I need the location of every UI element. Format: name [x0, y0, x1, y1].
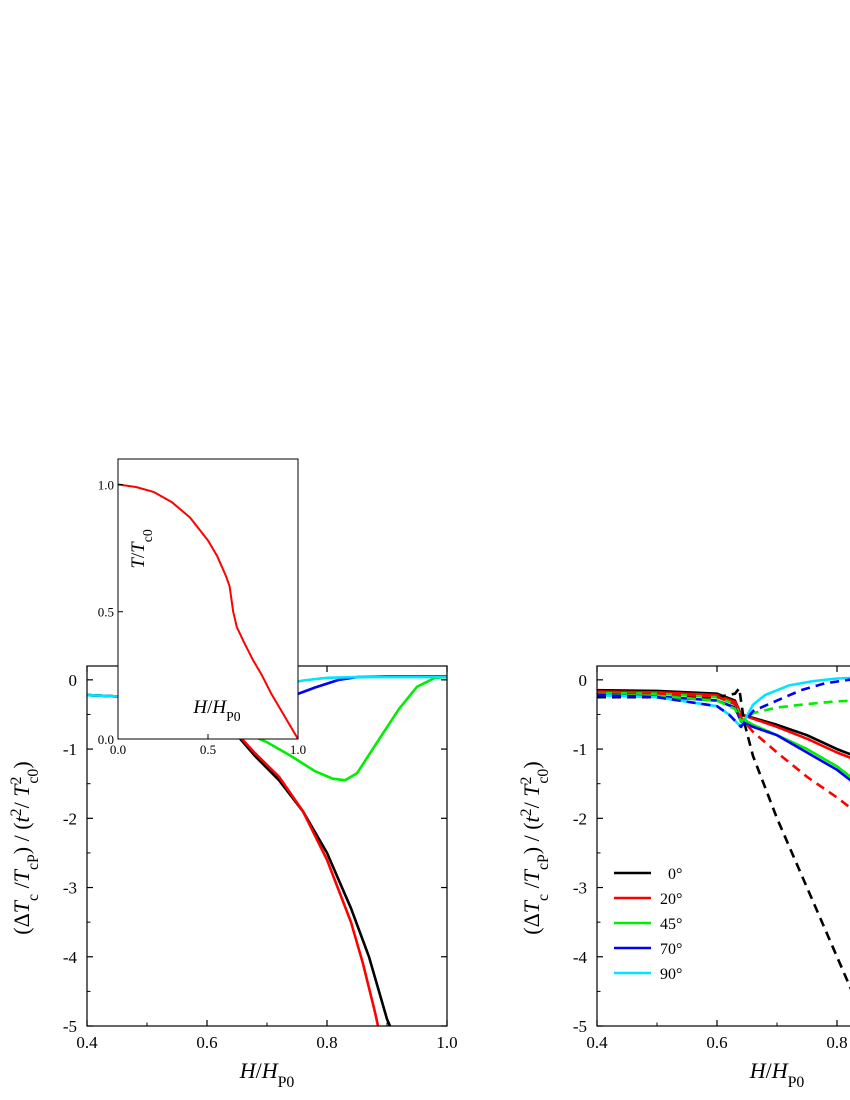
y-axis-label-s1: /	[9, 881, 34, 894]
legend-label: 20°	[660, 891, 682, 908]
y-axis-label-c3: c0	[535, 769, 552, 784]
y-tick-label: -5	[63, 1017, 77, 1036]
series-line-dashed-6	[597, 692, 850, 810]
x-axis-label-den: H	[261, 1058, 279, 1083]
y-axis-label-s1: /	[519, 881, 544, 894]
y-axis-label-s2: /	[9, 797, 34, 809]
x-axis-label: H/HP0	[239, 1058, 295, 1091]
series-line-solid-3	[597, 693, 850, 782]
y-axis-label-p1: (Δ	[9, 913, 34, 934]
y-tick-label: -4	[63, 948, 78, 967]
x-axis-label-slash: /	[256, 1058, 263, 1083]
inset-x-axis-label-slash: /	[207, 697, 213, 718]
inset-x-axis-label-den: H	[211, 697, 227, 718]
inset-background	[118, 459, 298, 739]
y-axis-label: (ΔTc /TcP) / (t2/ T2c0)	[518, 761, 552, 934]
y-axis-label-sq2: 2	[8, 777, 25, 785]
x-axis-label-sub: P0	[788, 1074, 805, 1091]
series-line-dashed-7	[597, 693, 850, 723]
y-axis-label-p3: )	[9, 761, 34, 768]
series-line-solid-1	[87, 693, 380, 1026]
inset-x-tick-label: 0.0	[110, 742, 126, 757]
inset-y-axis-label-sub: c0	[140, 529, 155, 542]
inset-x-tick-label: 0.5	[200, 742, 216, 757]
y-axis-label-t: t	[519, 815, 544, 822]
inset-y-axis-label-num: T	[128, 557, 149, 569]
x-tick-label: 1.0	[436, 1033, 457, 1052]
y-tick-label: -4	[573, 948, 588, 967]
legend-label: 90°	[660, 966, 682, 983]
y-tick-label: 0	[69, 671, 78, 690]
y-axis-label-c1: c	[25, 894, 42, 901]
inset-y-axis-label-slash: /	[128, 552, 149, 558]
legend: 0° 20° 45° 70° 90°	[614, 866, 682, 983]
series-line-dashed-8	[597, 678, 850, 729]
y-tick-label: -5	[573, 1017, 587, 1036]
y-tick-label: -3	[63, 879, 77, 898]
series-group	[597, 676, 850, 991]
y-axis-label-T2: T	[9, 868, 34, 882]
x-tick-label: 0.8	[316, 1033, 337, 1052]
y-axis-label-T3: T	[519, 783, 544, 797]
panel-right: 0.4 0.6 0.80-1-2-3-4-5H/HP0(ΔTc /TcP) / (t…	[518, 665, 850, 1091]
x-axis-label-den: H	[771, 1058, 789, 1083]
y-tick-label: -2	[63, 809, 77, 828]
legend-label: 0°	[668, 866, 682, 883]
inset-x-axis-label: H/HP0	[192, 697, 240, 724]
y-axis-label-T1: T	[9, 899, 34, 913]
y-axis-label-p2: ) / (	[519, 822, 544, 854]
y-axis-label-s2: /	[519, 797, 544, 809]
y-axis-label-sq1: 2	[8, 808, 25, 816]
panel-left: 0.4 0.6 0.8 1.00-1-2-3-4-5H/HP0(ΔTc /TcP) /…	[8, 458, 458, 1091]
inset-y-tick-label: 1.0	[98, 477, 114, 492]
x-axis-label-num: H	[749, 1058, 767, 1083]
y-axis-label-p3: )	[519, 761, 544, 768]
x-axis-label-slash: /	[766, 1058, 773, 1083]
y-axis-label-group: (ΔTc /TcP) / (t2/ T2c0)	[518, 761, 552, 934]
x-tick-label: 0.6	[706, 1033, 727, 1052]
y-axis-label-sq2: 2	[518, 777, 535, 785]
x-axis-label: H/HP0	[749, 1058, 805, 1091]
inset-y-axis-label: T/Tc0	[128, 529, 155, 569]
y-tick-label: -1	[573, 740, 587, 759]
y-axis-label: (ΔTc /TcP) / (t2/ T2c0)	[8, 761, 42, 934]
x-tick-label: 0.6	[196, 1033, 217, 1052]
y-axis-label-c2: cP	[25, 854, 42, 870]
y-axis-label-T3: T	[9, 783, 34, 797]
inset-y-tick-label: 0.5	[98, 605, 114, 620]
series-line-solid-0	[87, 693, 392, 1026]
inset-y-tick-label: 0.0	[98, 732, 114, 747]
legend-label: 70°	[660, 941, 682, 958]
inset-series-line	[117, 483, 299, 740]
y-axis-label-c2: cP	[535, 854, 552, 870]
y-axis-label-p1: (Δ	[519, 913, 544, 934]
series-line-dashed-5	[597, 686, 850, 991]
y-tick-label: -1	[63, 740, 77, 759]
y-axis-label-T2: T	[519, 868, 544, 882]
x-axis-label-num: H	[239, 1058, 257, 1083]
y-axis-label-t: t	[9, 815, 34, 822]
y-tick-label: -3	[573, 879, 587, 898]
y-axis-label-c3: c0	[25, 769, 42, 784]
y-tick-label: 0	[579, 671, 588, 690]
y-axis-label-p2: ) / (	[9, 822, 34, 854]
y-axis-label-sq1: 2	[518, 808, 535, 816]
inset-x-axis-label-sub: P0	[226, 709, 241, 724]
y-axis-label-T1: T	[519, 899, 544, 913]
legend-label: 45°	[660, 916, 682, 933]
inset-x-axis-label-num: H	[192, 697, 208, 718]
inset-x-tick-label: 1.0	[290, 742, 306, 757]
y-axis-label-group: (ΔTc /TcP) / (t2/ T2c0)	[8, 761, 42, 934]
y-axis-label-c1: c	[535, 894, 552, 901]
x-tick-label: 0.4	[586, 1033, 608, 1052]
x-tick-label: 0.4	[76, 1033, 98, 1052]
x-axis-label-sub: P0	[278, 1074, 295, 1091]
inset-y-axis-label-den: T	[128, 541, 149, 553]
y-tick-label: -2	[573, 809, 587, 828]
x-tick-label: 0.8	[826, 1033, 847, 1052]
series-line-solid-4	[597, 676, 850, 729]
